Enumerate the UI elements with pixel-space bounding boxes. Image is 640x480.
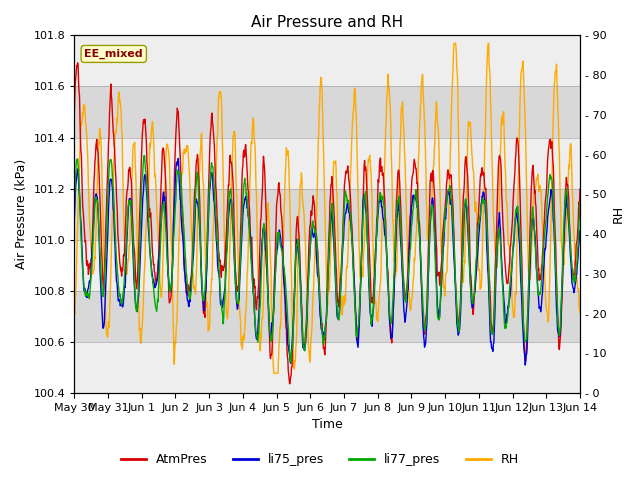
Bar [74, 36, 580, 86]
X-axis label: Time: Time [312, 419, 342, 432]
Bar [74, 86, 580, 138]
Legend: AtmPres, li75_pres, li77_pres, RH: AtmPres, li75_pres, li77_pres, RH [116, 448, 524, 471]
Title: Air Pressure and RH: Air Pressure and RH [251, 15, 403, 30]
Bar [74, 240, 580, 291]
Bar [74, 291, 580, 342]
Text: EE_mixed: EE_mixed [84, 49, 143, 59]
Bar [74, 189, 580, 240]
Y-axis label: Air Pressure (kPa): Air Pressure (kPa) [15, 159, 28, 269]
Bar [74, 138, 580, 189]
Y-axis label: RH: RH [612, 205, 625, 223]
Bar [74, 342, 580, 393]
